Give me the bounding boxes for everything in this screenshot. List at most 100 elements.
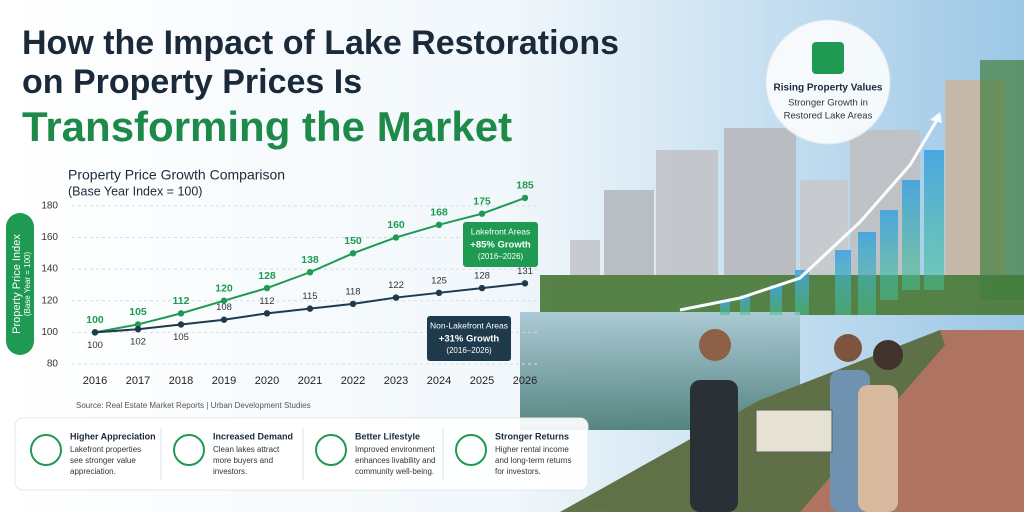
feature-icon: [173, 434, 205, 466]
y-tick-label: 120: [41, 295, 58, 306]
x-tick-label: 2020: [255, 375, 279, 387]
annotation-text: +85% Growth: [470, 240, 531, 251]
feature-text: for investors.: [495, 467, 541, 476]
y-axis-note: (Base Year = 100): [23, 252, 32, 317]
chart-subtitle: (Base Year Index = 100): [68, 184, 202, 198]
data-label: 125: [431, 275, 447, 286]
feature-text: and long-term returns: [495, 456, 571, 465]
y-tick-label: 140: [41, 264, 58, 275]
data-label: 175: [473, 196, 491, 208]
feature-text: investors.: [213, 467, 247, 476]
feature-panel: [14, 417, 589, 491]
data-label: 112: [259, 296, 274, 307]
marker: [306, 305, 314, 312]
data-label: 100: [86, 314, 104, 326]
marker: [91, 329, 99, 336]
annotation-series: Lakefront Areas: [471, 226, 531, 236]
marker: [220, 297, 228, 304]
data-label: 168: [430, 207, 448, 219]
feature-text: Clean lakes attract: [213, 445, 280, 454]
marker: [134, 321, 142, 328]
feature-title: Stronger Returns: [495, 431, 569, 441]
data-label: 112: [173, 295, 190, 307]
feature-title: Better Lifestyle: [355, 431, 420, 441]
marker: [349, 300, 357, 308]
marker: [306, 269, 314, 276]
badge-icon: [812, 42, 844, 74]
y-tick-label: 100: [41, 327, 58, 338]
x-tick-label: 2017: [126, 375, 150, 387]
data-label: 160: [387, 219, 405, 231]
x-tick-label: 2022: [341, 375, 365, 387]
data-label: 105: [173, 332, 189, 343]
marker: [220, 316, 228, 323]
annotation-text: (2016–2026): [446, 346, 492, 355]
annotation-box: [427, 316, 511, 361]
data-label: 128: [474, 271, 490, 282]
x-tick-label: 2026: [513, 375, 537, 387]
x-tick-label: 2018: [169, 375, 193, 387]
data-label: 102: [130, 337, 146, 348]
feature-text: more buyers and: [213, 456, 273, 465]
data-label: 122: [388, 280, 404, 291]
marker: [521, 280, 529, 287]
y-tick-label: 180: [41, 200, 58, 211]
data-label: 128: [258, 270, 276, 282]
feature-text: Lakefront properties: [70, 445, 141, 454]
source: Source: Real Estate Market Reports | Urb…: [76, 401, 311, 410]
annotation-box: [463, 222, 538, 267]
data-label: 138: [301, 254, 319, 266]
x-tick-label: 2016: [83, 375, 107, 387]
marker: [392, 234, 400, 241]
marker: [478, 210, 486, 217]
feature-text: see stronger value: [70, 456, 136, 465]
x-tick-label: 2025: [470, 375, 494, 387]
x-tick-label: 2024: [427, 375, 451, 387]
marker: [177, 310, 185, 317]
data-label: 150: [344, 235, 362, 247]
x-tick-label: 2021: [298, 375, 322, 387]
annotation-text: (2016–2026): [478, 252, 524, 261]
data-label: 118: [345, 286, 360, 297]
data-label: 115: [302, 291, 317, 302]
feature-icon: [30, 434, 62, 466]
badge: [765, 19, 891, 145]
marker: [349, 250, 357, 257]
badge-text: Restored Lake Areas: [784, 111, 873, 122]
data-label: 100: [87, 340, 103, 351]
marker: [263, 284, 271, 292]
feature-text: appreciation.: [70, 467, 116, 476]
annotation-series: Non-Lakefront Areas: [430, 320, 508, 330]
title-line: How the Impact of Lake Restorations: [22, 24, 619, 62]
annotation-text: +31% Growth: [439, 334, 500, 345]
feature-text: Improved environment: [355, 445, 435, 454]
title-line: on Property Prices Is: [22, 63, 362, 101]
data-label: 131: [517, 266, 533, 277]
marker: [435, 221, 443, 228]
badge-text: Stronger Growth in: [788, 98, 868, 109]
feature-text: enhances livability and: [355, 456, 436, 465]
y-tick-label: 160: [41, 232, 58, 243]
data-label: 120: [215, 283, 233, 295]
x-tick-label: 2023: [384, 375, 408, 387]
data-label: 105: [129, 306, 147, 318]
y-tick-label: 80: [47, 359, 59, 370]
chart-title: Property Price Growth Comparison: [68, 167, 285, 183]
x-tick-label: 2019: [212, 375, 236, 387]
marker: [177, 321, 185, 328]
marker: [435, 289, 443, 297]
feature-icon: [315, 434, 347, 466]
feature-title: Higher Appreciation: [70, 431, 156, 441]
data-label: 108: [216, 302, 232, 313]
title-line: Transforming the Market: [22, 103, 512, 150]
data-label: 185: [516, 180, 534, 192]
marker: [134, 326, 142, 333]
badge-title: Rising Property Values: [774, 83, 883, 94]
scenery: [520, 60, 1024, 512]
feature-title: Increased Demand: [213, 431, 293, 441]
feature-text: Higher rental income: [495, 445, 569, 454]
marker: [263, 310, 271, 317]
marker: [478, 284, 486, 292]
